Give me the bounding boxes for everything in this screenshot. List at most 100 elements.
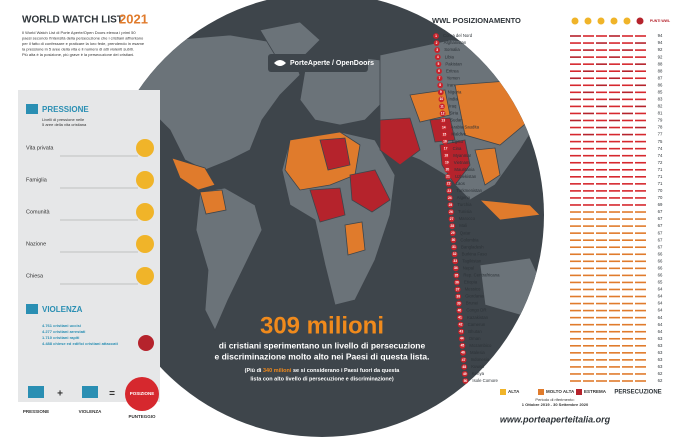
level-dash — [609, 105, 620, 108]
level-dash — [596, 197, 607, 199]
level-dash — [622, 197, 633, 199]
level-dash — [622, 98, 633, 101]
level-dash — [635, 176, 646, 178]
logo-box — [268, 54, 368, 72]
level-dash — [635, 56, 646, 58]
level-dash — [635, 344, 646, 347]
score: 66 — [658, 258, 663, 263]
level-dash — [596, 218, 607, 220]
level-dash — [609, 352, 620, 354]
rank: 15 — [443, 132, 447, 136]
level-dash — [635, 35, 646, 37]
country: Arabia Saudita — [451, 125, 480, 130]
level-dash — [635, 337, 646, 340]
country: Vietnam — [454, 160, 470, 165]
country: Rep. Centrafricana — [463, 273, 500, 278]
level-dash — [622, 281, 633, 284]
level-dash — [622, 154, 633, 157]
level-dash — [635, 373, 646, 375]
violence-title: VIOLENZA — [42, 305, 83, 314]
rank-badge — [435, 61, 442, 68]
level-dash — [622, 42, 633, 44]
level-dash — [570, 239, 581, 241]
equals-sign: = — [109, 389, 115, 400]
country: Turchia — [457, 202, 472, 207]
rank: 39 — [457, 301, 461, 305]
level-dash — [635, 70, 646, 73]
headline-number: 309 milioni — [260, 312, 384, 339]
level-dash — [570, 133, 581, 136]
level-dash — [622, 359, 633, 361]
level-dash — [596, 77, 607, 80]
note-text: (Più di — [245, 368, 262, 374]
level-dash — [583, 380, 594, 382]
level-dash — [570, 302, 581, 305]
level-dash — [596, 225, 607, 227]
level-dash — [609, 161, 620, 164]
level-dash — [635, 49, 646, 51]
rank-badge — [437, 82, 444, 89]
country: Myanmar — [453, 153, 471, 158]
rank: 32 — [453, 252, 457, 256]
level-dash — [570, 70, 581, 73]
intro: Il World Watch List di Porte Aperte/Open… — [22, 30, 145, 57]
level-dash — [583, 105, 594, 108]
rank-badge — [440, 124, 447, 131]
level-dash — [635, 267, 646, 270]
level-dash — [570, 281, 581, 284]
period: Periodo di riferimento: — [535, 397, 574, 402]
level-dash — [622, 373, 633, 375]
level-dash — [622, 204, 633, 206]
level-dash — [622, 239, 633, 241]
score: 86 — [658, 82, 663, 87]
level-dash — [570, 323, 581, 326]
rank: 31 — [452, 245, 456, 249]
year: 2021 — [119, 11, 148, 26]
level-dash — [635, 316, 646, 319]
rank-badge — [460, 349, 466, 356]
country: Indonesia — [471, 357, 490, 362]
level-dash — [635, 330, 646, 333]
level-dash — [583, 77, 594, 80]
level-dash — [570, 49, 581, 51]
score: 81 — [658, 111, 663, 116]
rank-badge — [445, 180, 452, 187]
score: 64 — [658, 322, 663, 327]
rank: 5 — [437, 62, 439, 66]
level-dash — [583, 133, 594, 136]
headline-note: lista con alto livello di persecuzione e… — [250, 376, 394, 382]
score: 63 — [658, 350, 663, 355]
score: 63 — [658, 357, 663, 362]
level-dash — [583, 366, 594, 368]
level-dash — [622, 84, 633, 87]
level-dash — [635, 253, 646, 256]
score: 71 — [658, 181, 663, 186]
level-dash — [570, 246, 581, 249]
level-dash — [596, 316, 607, 319]
level-dash — [622, 295, 633, 298]
rank-badge — [444, 166, 451, 173]
rank: 6 — [438, 69, 440, 73]
score: 71 — [658, 167, 663, 172]
country: Iraq — [449, 104, 457, 109]
country: Iran — [447, 82, 455, 87]
level-dash — [583, 218, 594, 220]
level-dash — [622, 168, 633, 171]
country: Egitto — [452, 139, 464, 144]
level-dash — [622, 380, 633, 382]
level-dash — [570, 260, 581, 263]
score: 67 — [658, 216, 663, 221]
level-dash — [622, 323, 633, 326]
country: Isole Comore — [472, 378, 498, 383]
pressure-desc: Livelli di pressione nelle — [42, 117, 85, 122]
level-dash — [635, 168, 646, 171]
rank-badge — [439, 103, 445, 110]
level-dash — [622, 352, 633, 354]
level-dash — [596, 161, 607, 164]
level-dash — [609, 246, 620, 249]
rank: 30 — [452, 238, 456, 242]
rank: 19 — [445, 161, 449, 165]
formula-pressure-icon — [28, 386, 44, 398]
level-dash — [609, 302, 620, 305]
